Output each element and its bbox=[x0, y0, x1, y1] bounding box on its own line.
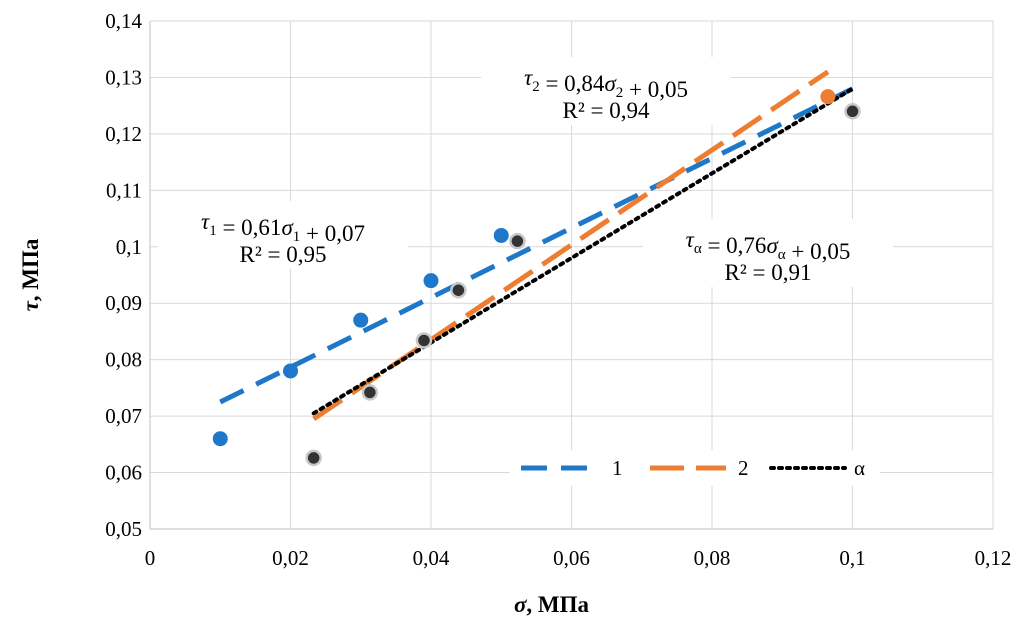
x-axis-unit: , МПа bbox=[526, 592, 589, 617]
data-points bbox=[212, 89, 861, 467]
equation-part: + 0,05 bbox=[786, 239, 851, 264]
equation-part: σ bbox=[766, 233, 779, 258]
x-tick-label: 0,04 bbox=[413, 546, 450, 570]
equation-part: α bbox=[778, 247, 786, 263]
x-tick-label: 0,06 bbox=[553, 546, 590, 570]
x-tick-label: 0,12 bbox=[975, 546, 1012, 570]
y-tick-label: 0,05 bbox=[105, 517, 142, 541]
data-point-series-1 bbox=[353, 312, 369, 328]
x-tick-label: 0,08 bbox=[694, 546, 731, 570]
data-point-series-alpha bbox=[415, 332, 433, 349]
x-tick-label: 0 bbox=[145, 546, 156, 570]
data-point-series-alpha bbox=[509, 232, 526, 250]
y-tick-label: 0,1 bbox=[116, 235, 142, 259]
y-tick-label: 0,13 bbox=[105, 65, 142, 89]
equation-part: α bbox=[694, 241, 702, 257]
x-tick-label: 0,1 bbox=[839, 546, 865, 570]
equation-part: τ bbox=[686, 227, 695, 252]
data-point-series-1 bbox=[493, 227, 509, 243]
legend-label-series-2: 2 bbox=[738, 456, 749, 480]
r-squared-eqa: R² = 0,91 bbox=[725, 260, 812, 285]
equation-part: 2 bbox=[616, 85, 624, 101]
x-axis-title: σ, МПа bbox=[514, 592, 590, 617]
data-point-series-alpha bbox=[450, 281, 467, 299]
y-tick-label: 0,11 bbox=[106, 178, 142, 202]
trendlines bbox=[219, 69, 855, 422]
data-point-series-2 bbox=[820, 89, 836, 105]
r-squared-eq1: R² = 0,95 bbox=[240, 242, 327, 267]
equation-part: = 0,76 bbox=[702, 233, 767, 258]
y-tick-label: 0,06 bbox=[105, 461, 142, 485]
axes: 0,050,060,070,080,090,10,110,120,130,140… bbox=[105, 9, 1011, 570]
equation-eq1: τ1 = 0,61σ1 + 0,07 bbox=[201, 209, 365, 246]
y-tick-label: 0,12 bbox=[105, 122, 142, 146]
equation-part: σ bbox=[281, 215, 294, 240]
equation-part: 1 bbox=[293, 229, 301, 245]
data-point-series-1 bbox=[423, 273, 439, 289]
equation-background bbox=[158, 201, 408, 269]
equation-part: τ bbox=[524, 65, 533, 90]
data-point-series-1 bbox=[283, 363, 298, 379]
equation-part: τ bbox=[201, 209, 210, 234]
equation-part: σ bbox=[604, 71, 617, 96]
y-tick-label: 0,07 bbox=[105, 404, 142, 428]
equation-part: + 0,07 bbox=[300, 221, 365, 246]
legend-label-series-1: 1 bbox=[612, 456, 623, 480]
y-tick-label: 0,09 bbox=[105, 291, 142, 315]
data-point-series-alpha bbox=[361, 384, 379, 401]
y-tick-label: 0,14 bbox=[105, 9, 142, 33]
x-tick-label: 0,02 bbox=[272, 546, 309, 570]
legend-label-series-alpha: α bbox=[854, 456, 865, 480]
equation-eqa: τα = 0,76σα + 0,05 bbox=[686, 227, 851, 264]
equation-part: = 0,61 bbox=[217, 215, 282, 240]
r-squared-eq2: R² = 0,94 bbox=[563, 98, 650, 123]
x-axis-symbol: σ bbox=[514, 592, 527, 617]
equation-part: = 0,84 bbox=[540, 71, 605, 96]
y-axis-symbol: τ bbox=[18, 300, 43, 311]
y-axis-title: τ, МПа bbox=[18, 238, 43, 311]
y-axis-unit: , МПа bbox=[18, 238, 43, 301]
equation-eq2: τ2 = 0,84σ2 + 0,05 bbox=[524, 65, 688, 102]
equation-background bbox=[643, 219, 893, 287]
data-point-series-alpha bbox=[305, 449, 322, 467]
trendline-series-α bbox=[311, 86, 855, 416]
data-point-series-1 bbox=[212, 431, 228, 447]
equation-part: 2 bbox=[532, 79, 540, 95]
equation-part: + 0,05 bbox=[623, 77, 688, 102]
data-point-series-alpha bbox=[844, 103, 861, 120]
equation-background bbox=[481, 57, 731, 125]
legend: 1 2 α bbox=[510, 450, 880, 486]
equation-part: 1 bbox=[209, 223, 217, 239]
y-tick-label: 0,08 bbox=[105, 348, 142, 372]
